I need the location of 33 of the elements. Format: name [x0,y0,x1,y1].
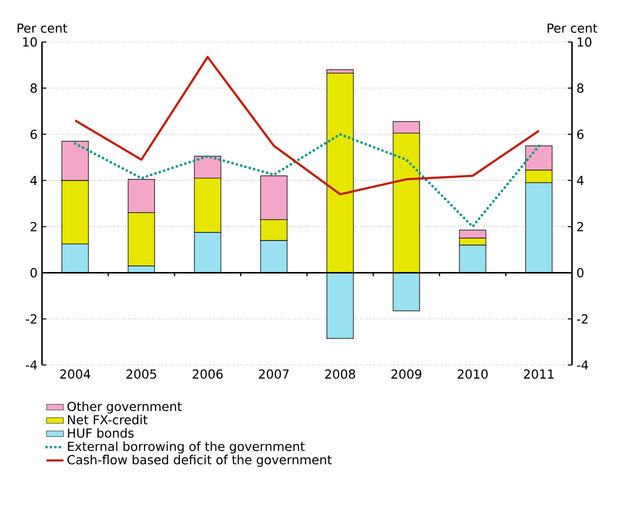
legend-label: HUF bonds [68,428,134,438]
y-tick-label: 4 [30,176,37,185]
legend-label: Net FX-credit [68,414,148,424]
y2-axis-title: Per cent [548,24,598,33]
x-tick-label: 2004 [60,369,90,379]
y2-tick-label: 6 [577,130,584,139]
x-tick-label: 2010 [458,369,488,379]
y2-tick-label: -2 [576,314,588,324]
y2-tick-label: 4 [576,176,584,185]
y-tick-label: 0 [30,268,37,278]
y-tick-label: 10 [23,37,37,47]
line-series [74,132,540,228]
x-tick-label: 2005 [126,369,156,379]
y-tick-label: 8 [30,83,37,93]
y-tick-label: 6 [30,130,37,139]
x-tick-label: 2009 [391,369,422,379]
x-tick-label: 2008 [325,369,356,379]
y-tick-label: -2 [26,314,36,324]
legend-label: External borrowing of the government [68,441,305,454]
legend-label: Other government [67,401,182,414]
y2-tick-label: -4 [576,360,588,370]
x-tick-label: 2011 [524,369,554,379]
y-axis-title: Per cent [18,24,68,33]
y2-tick-label: 8 [577,83,584,93]
x-tick-label: 2007 [258,369,289,379]
line-series [74,56,540,196]
x-tick-label: 2006 [192,369,223,379]
y-tick-label: 2 [30,222,36,232]
y2-tick-label: 10 [578,37,592,47]
y-tick-label: -4 [26,360,37,370]
y2-tick-label: 0 [577,268,584,278]
y2-tick-label: 2 [577,222,584,232]
legend-label: Cash-flow based deficit of the government [67,454,332,467]
